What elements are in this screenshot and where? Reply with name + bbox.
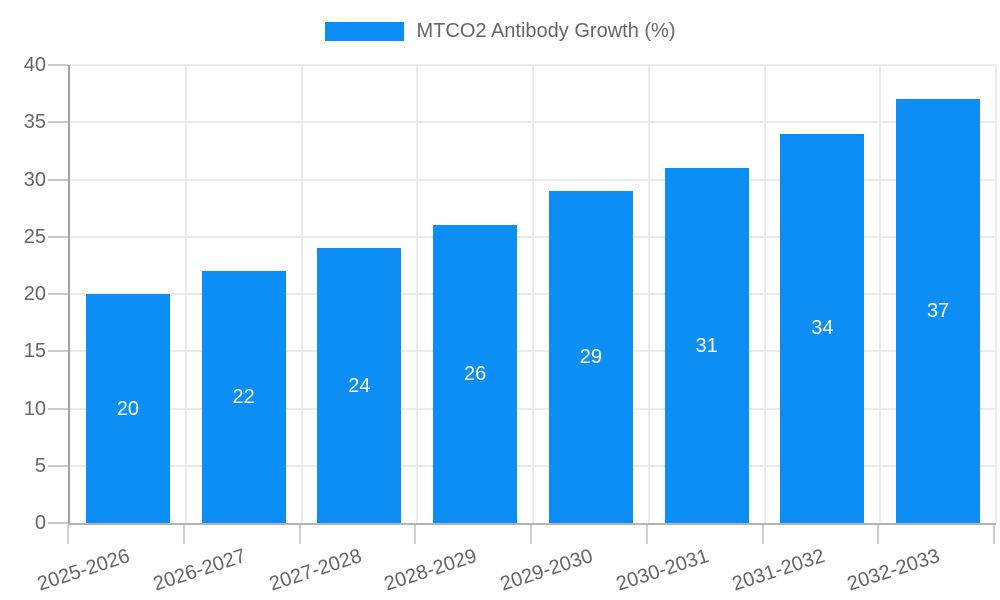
x-axis-category-label: 2025-2026: [34, 545, 133, 596]
y-axis-tick-label: 5: [34, 454, 46, 477]
x-axis-tick: [414, 525, 417, 544]
gridline-vertical: [647, 65, 650, 523]
bar-value-label: 34: [811, 317, 834, 340]
x-axis-tick: [182, 525, 185, 544]
y-axis-tick: [48, 64, 68, 66]
y-axis-tick-label: 15: [23, 340, 46, 363]
bar-value-label: 31: [695, 334, 718, 357]
bar: 31: [664, 168, 749, 523]
gridline-vertical: [300, 65, 303, 523]
bar: 34: [780, 133, 865, 523]
bar-value-label: 24: [348, 374, 371, 397]
y-axis-tick: [48, 350, 68, 353]
y-axis-tick-label: 0: [34, 512, 46, 534]
legend-item[interactable]: MTCO2 Antibody Growth (%): [324, 20, 676, 43]
gridline-vertical: [416, 65, 419, 523]
y-axis-tick: [48, 464, 68, 467]
x-axis-tick: [645, 525, 648, 544]
y-axis-tick: [48, 407, 68, 410]
bar: 26: [433, 225, 518, 523]
y-axis-tick: [48, 293, 68, 295]
gridline-vertical: [995, 65, 997, 523]
gridline-vertical: [532, 65, 534, 523]
x-axis-tick: [761, 525, 764, 544]
bar: 22: [201, 271, 286, 523]
y-axis-tick: [48, 121, 68, 124]
gridline-vertical: [763, 65, 766, 523]
x-axis-tick: [993, 525, 995, 544]
x-axis-category-label: 2030-2031: [613, 545, 712, 596]
x-axis-tick: [530, 525, 532, 544]
y-axis-tick-label: 35: [23, 111, 46, 134]
bar-value-label: 29: [579, 345, 602, 368]
bar: 20: [85, 294, 170, 523]
x-axis-tick: [877, 525, 880, 544]
bar-value-label: 37: [927, 300, 950, 323]
legend-label: MTCO2 Antibody Growth (%): [416, 20, 676, 42]
bar: 29: [548, 190, 633, 523]
gridline-vertical: [879, 65, 882, 523]
y-axis-tick: [48, 235, 68, 238]
bar: 37: [896, 99, 981, 523]
y-axis-tick-label: 30: [23, 168, 46, 191]
x-axis-category-label: 2029-2030: [497, 545, 596, 596]
legend-swatch: [324, 22, 404, 41]
x-axis-category-label: 2032-2033: [845, 545, 943, 596]
y-axis-tick-label: 20: [23, 283, 46, 305]
y-axis-tick-label: 40: [23, 54, 46, 76]
x-axis-tick: [67, 525, 69, 544]
y-axis-tick-label: 25: [23, 225, 46, 248]
y-axis-tick-label: 10: [23, 397, 46, 420]
plot-area: 20 22 24 26 29 31 34 37: [68, 64, 997, 525]
bar-value-label: 26: [464, 363, 487, 386]
y-axis-tick: [48, 178, 68, 181]
x-axis-category-label: 2027-2028: [266, 545, 365, 596]
y-axis-tick: [48, 522, 68, 524]
chart-legend: MTCO2 Antibody Growth (%): [0, 20, 1000, 43]
x-axis-category-label: 2031-2032: [729, 545, 828, 596]
x-axis-category-label: 2026-2027: [150, 545, 249, 596]
bar-value-label: 20: [116, 397, 139, 420]
x-axis-category-label: 2028-2029: [382, 545, 480, 596]
bar: 24: [317, 248, 402, 523]
bar-value-label: 22: [232, 386, 255, 409]
x-axis-tick: [298, 525, 301, 544]
gridline-vertical: [184, 65, 187, 523]
